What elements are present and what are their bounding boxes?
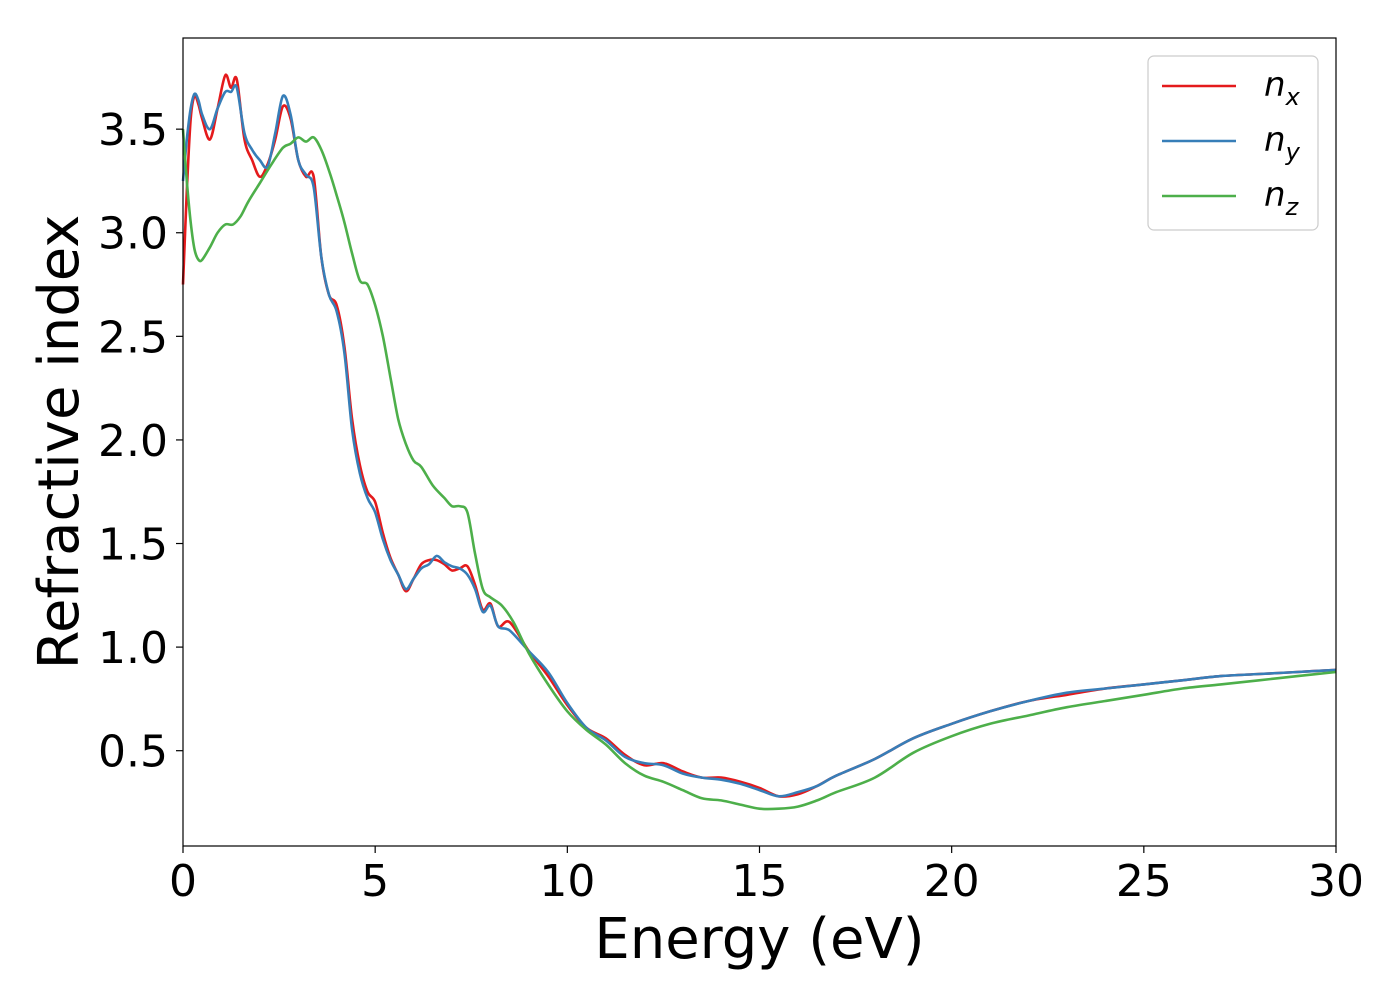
y-axis-label: Refractive index xyxy=(27,215,92,670)
legend-label-subscript: y xyxy=(1285,138,1301,166)
x-tick-label: 10 xyxy=(539,856,595,907)
legend-entry-z: nz xyxy=(1264,175,1300,221)
legend-label-main: n xyxy=(1264,65,1286,105)
x-tick-label: 5 xyxy=(361,856,389,907)
legend-entry-y: ny xyxy=(1264,120,1301,166)
x-axis-label: Energy (eV) xyxy=(594,907,924,972)
legend-entry-x: nx xyxy=(1264,65,1301,111)
y-tick-label: 2.0 xyxy=(98,416,168,467)
y-tick-label: 3.5 xyxy=(98,105,168,156)
y-tick-label: 0.5 xyxy=(98,727,168,778)
x-tick-label: 0 xyxy=(169,856,197,907)
legend-label-main: n xyxy=(1264,120,1286,160)
y-tick-label: 3.0 xyxy=(98,209,168,260)
x-tick-label: 30 xyxy=(1308,856,1364,907)
series-line-y xyxy=(181,84,1337,798)
x-axis-ticks: 0 5 10 15 20 25 30 xyxy=(169,846,1364,907)
x-tick-label: 15 xyxy=(732,856,788,907)
x-tick-label: 25 xyxy=(1116,856,1172,907)
y-tick-label: 1.5 xyxy=(98,520,168,571)
series-line-z xyxy=(181,129,1337,811)
y-tick-label: 2.5 xyxy=(98,312,168,363)
legend-label-subscript: x xyxy=(1285,83,1301,111)
plot-lines xyxy=(181,73,1337,811)
legend-label-subscript: z xyxy=(1285,193,1300,221)
legend-box xyxy=(1147,55,1319,231)
y-axis-ticks: 0.5 1.0 1.5 2.0 2.5 3.0 3.5 xyxy=(98,105,183,778)
legend-label-main: n xyxy=(1264,175,1286,215)
x-tick-label: 20 xyxy=(924,856,980,907)
y-tick-label: 1.0 xyxy=(98,623,168,674)
